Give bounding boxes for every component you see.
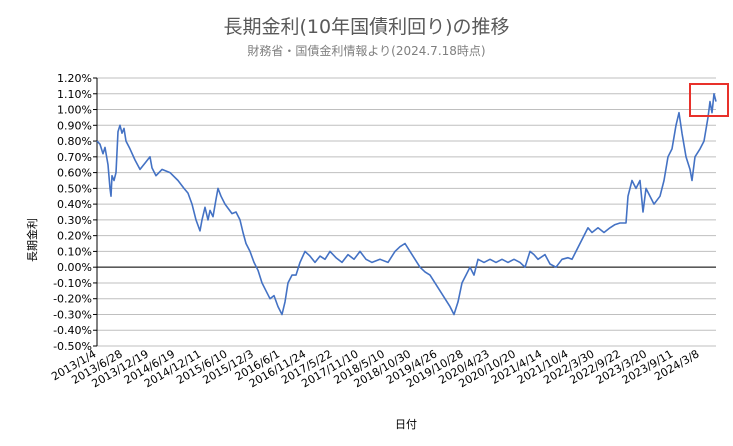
y-tick-label: 0.60% <box>57 167 92 180</box>
y-tick-label: 0.50% <box>57 182 92 195</box>
y-tick-label: 0.20% <box>57 230 92 243</box>
y-tick-label: 0.30% <box>57 214 92 227</box>
x-axis-title: 日付 <box>395 418 417 431</box>
chart-title: 長期金利(10年国債利回り)の推移 <box>223 16 510 38</box>
y-tick-label: -0.10% <box>53 277 92 290</box>
y-axis-title: 長期金利 <box>25 218 39 262</box>
highlight-rectangle <box>689 83 729 117</box>
y-tick-label: -0.20% <box>53 293 92 306</box>
y-tick-label: 0.10% <box>57 245 92 258</box>
gridlines <box>93 77 716 347</box>
chart-subtitle: 財務省・国債金利情報より(2024.7.18時点) <box>247 44 486 58</box>
y-tick-label: 1.10% <box>57 88 92 101</box>
y-tick-label: 0.90% <box>57 119 92 132</box>
y-tick-label: -0.30% <box>53 308 92 321</box>
y-tick-label: 1.20% <box>57 72 92 85</box>
y-tick-label: -0.40% <box>53 324 92 337</box>
y-tick-label: 0.00% <box>57 261 92 274</box>
y-axis-tick-labels: 1.20% 1.10% 1.00% 0.90% 0.80% 0.70% 0.60% 0.50%… <box>53 72 92 353</box>
y-tick-label: 0.80% <box>57 135 92 148</box>
series-line <box>96 93 717 316</box>
y-tick-label: -0.50% <box>53 340 92 353</box>
y-tick-label: 0.70% <box>57 151 92 164</box>
x-axis-tick-labels: 2013/1/42013/6/282013/12/192014/6/192014… <box>49 347 701 390</box>
y-tick-label: 0.40% <box>57 198 92 211</box>
y-tick-label: 1.00% <box>57 104 92 117</box>
